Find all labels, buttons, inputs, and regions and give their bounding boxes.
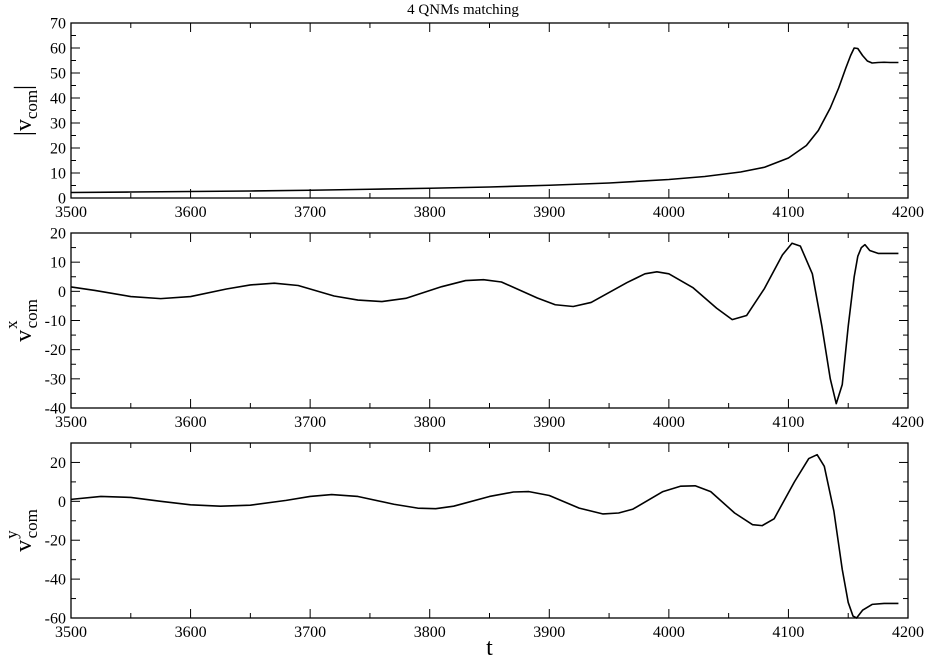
x-tick-label: 4100 bbox=[772, 204, 804, 221]
plot-frame bbox=[70, 442, 909, 619]
x-tick-label: 3700 bbox=[294, 204, 326, 221]
y-tick-label: -30 bbox=[45, 371, 66, 388]
x-tick-label: 4100 bbox=[772, 624, 804, 641]
x-tick-label: 3700 bbox=[294, 414, 326, 431]
x-tick-label: 3500 bbox=[55, 204, 87, 221]
y-tick-label: 70 bbox=[50, 16, 66, 33]
y-tick-label: 10 bbox=[50, 166, 66, 183]
y-tick-label: 40 bbox=[50, 91, 66, 108]
panel-1: 3500 3600 3700 3800 3900 4000 4100 4200 0 10 20 30 4… bbox=[11, 16, 924, 222]
x-tick-label: 3900 bbox=[533, 414, 565, 431]
x-tick-label: 3800 bbox=[414, 414, 446, 431]
y-tick-label: 0 bbox=[58, 191, 66, 208]
x-tick-label: 4200 bbox=[892, 414, 924, 431]
x-tick-label: 4200 bbox=[892, 624, 924, 641]
x-tick-label: 3500 bbox=[55, 624, 87, 641]
y-tick-label: 10 bbox=[50, 255, 66, 272]
x-tick-label: 4100 bbox=[772, 414, 804, 431]
y-tick-label: -40 bbox=[45, 572, 66, 589]
x-tick-label: 4000 bbox=[653, 624, 685, 641]
x-tick-label: 3600 bbox=[175, 624, 207, 641]
x-tick-label: 3900 bbox=[533, 624, 565, 641]
x-tick-label: 3500 bbox=[55, 414, 87, 431]
y-tick-label: -20 bbox=[45, 342, 66, 359]
plot-frame bbox=[70, 232, 909, 409]
x-tick-label: 3800 bbox=[414, 624, 446, 641]
x-axis-label: t bbox=[486, 635, 493, 656]
plot-frame bbox=[70, 22, 909, 199]
y-tick-label: 20 bbox=[50, 141, 66, 158]
y-tick-label: 0 bbox=[58, 284, 66, 301]
y-axis-label: vxcom bbox=[2, 299, 41, 342]
y-tick-label: 60 bbox=[50, 41, 66, 58]
panel-3: 3500 3600 3700 3800 3900 4000 4100 4200 -60 -40 -2… bbox=[2, 442, 924, 656]
y-tick-label: 20 bbox=[50, 455, 66, 472]
y-axis-label: |vcom| bbox=[11, 85, 41, 136]
series-line bbox=[70, 242, 899, 405]
x-tick-label: 3600 bbox=[175, 414, 207, 431]
y-tick-label: 30 bbox=[50, 116, 66, 133]
x-tick-label: 3900 bbox=[533, 204, 565, 221]
x-tick-label: 3800 bbox=[414, 204, 446, 221]
y-tick-label: 0 bbox=[58, 494, 66, 511]
y-tick-label: 50 bbox=[50, 66, 66, 83]
y-tick-label: -10 bbox=[45, 313, 66, 330]
x-tick-label: 4000 bbox=[653, 204, 685, 221]
x-tick-label: 4200 bbox=[892, 204, 924, 221]
panel-2: 3500 3600 3700 3800 3900 4000 4100 4200 -40 -30 -2… bbox=[2, 226, 924, 432]
x-tick-label: 3700 bbox=[294, 624, 326, 641]
chart-title: 4 QNMs matching bbox=[407, 2, 519, 18]
y-tick-label: -40 bbox=[45, 401, 66, 418]
x-tick-label: 4000 bbox=[653, 414, 685, 431]
series-line bbox=[70, 47, 899, 194]
series-line bbox=[70, 453, 899, 619]
y-tick-label: -60 bbox=[45, 611, 66, 628]
x-tick-label: 3600 bbox=[175, 204, 207, 221]
y-tick-label: 20 bbox=[50, 226, 66, 243]
y-tick-label: -20 bbox=[45, 533, 66, 550]
y-axis-label: vycom bbox=[2, 509, 41, 552]
